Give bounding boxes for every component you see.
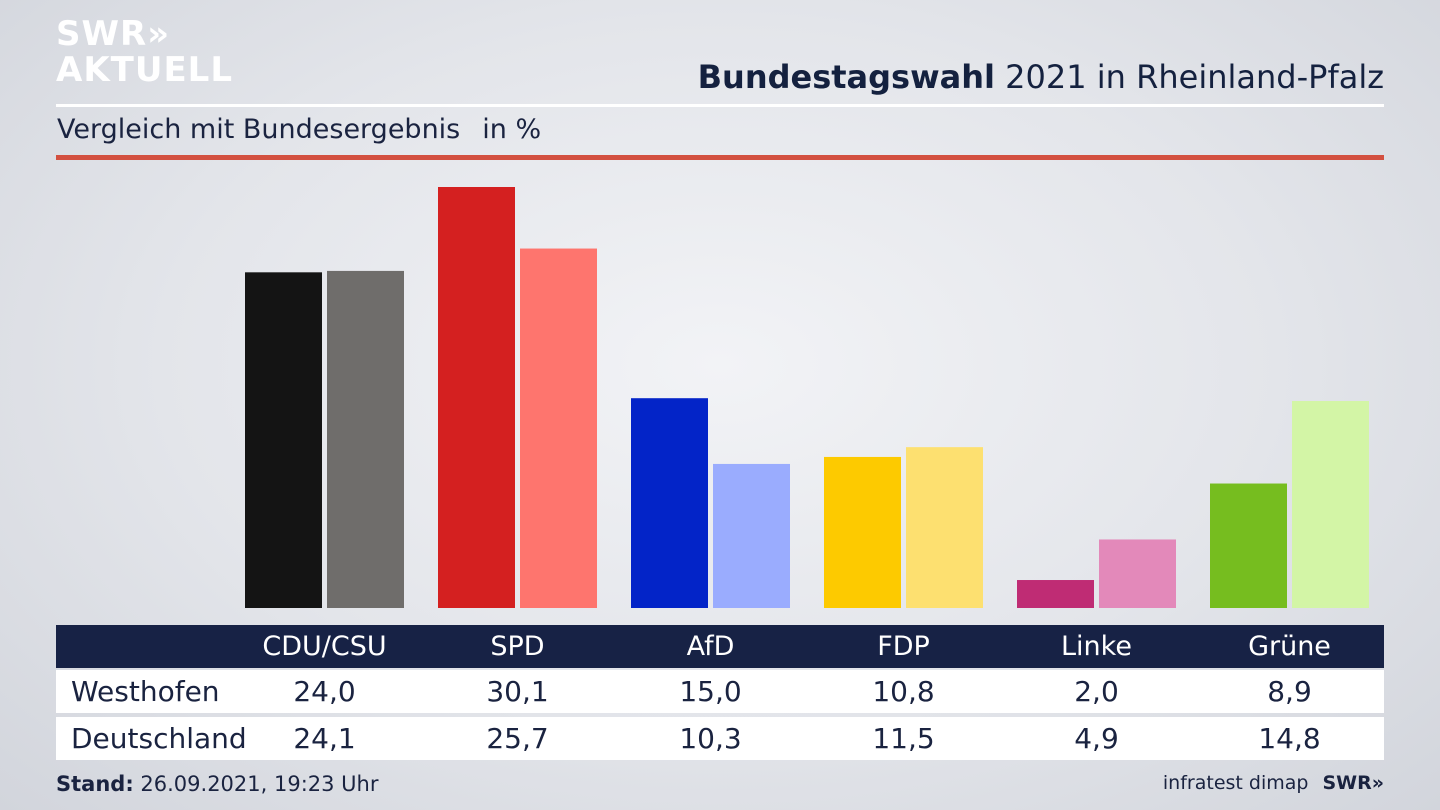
unit-label: in % — [482, 114, 542, 145]
bar-cdu-csu-westhofen — [245, 272, 322, 608]
table-row-deutschland: Deutschland 24,1 25,7 10,3 11,5 4,9 14,8 — [56, 717, 1384, 760]
bar-gr-ne-deutschland — [1292, 400, 1369, 608]
source-credit: infratest dimap SWR» — [1163, 772, 1384, 794]
chart-subtitle: Vergleich mit Bundesergebnis in % — [57, 114, 541, 145]
subtitle-divider — [56, 155, 1384, 160]
column-header-cdu-csu: CDU/CSU — [262, 631, 387, 662]
table-header-row: CDU/CSU SPD AfD FDP Linke Grüne — [56, 625, 1384, 668]
column-header-linke: Linke — [1061, 631, 1132, 662]
title-bold: Bundestagswahl — [697, 58, 995, 96]
row-label: Deutschland — [71, 722, 247, 755]
bar-afd-deutschland — [713, 463, 790, 608]
table-cell: 25,7 — [486, 722, 549, 755]
table-cell: 24,1 — [293, 722, 356, 755]
column-header-fdp: FDP — [877, 631, 930, 662]
bar-fdp-westhofen — [824, 456, 901, 608]
bar-linke-westhofen — [1017, 580, 1094, 608]
table-cell: 4,9 — [1074, 722, 1119, 755]
table-cell: 8,9 — [1267, 675, 1312, 708]
swr-brand-logo: SWR» — [1322, 772, 1384, 794]
table-cell: 10,3 — [679, 722, 742, 755]
timestamp: Stand: 26.09.2021, 19:23 Uhr — [56, 772, 379, 796]
table-cell: 2,0 — [1074, 675, 1119, 708]
chart-title: Bundestagswahl 2021 in Rheinland-Pfalz — [698, 58, 1384, 96]
swr-aktuell-logo: SWR» AKTUELL — [56, 16, 233, 88]
bar-fdp-deutschland — [906, 447, 983, 608]
bar-chart — [245, 187, 1369, 608]
bar-spd-deutschland — [520, 248, 597, 608]
bar-afd-westhofen — [631, 398, 708, 608]
column-header-gr-ne: Grüne — [1248, 631, 1331, 662]
bar-cdu-csu-deutschland — [327, 270, 404, 608]
table-cell: 30,1 — [486, 675, 549, 708]
table-row-westhofen: Westhofen 24,0 30,1 15,0 10,8 2,0 8,9 — [56, 670, 1384, 713]
stand-label: Stand: — [56, 772, 134, 796]
stand-value: 26.09.2021, 19:23 Uhr — [133, 772, 379, 796]
bar-linke-deutschland — [1099, 539, 1176, 608]
bar-gr-ne-westhofen — [1210, 483, 1287, 608]
table-cell: 10,8 — [872, 675, 935, 708]
table-cell: 24,0 — [293, 675, 356, 708]
column-header-afd: AfD — [686, 631, 735, 662]
subtitle-text: Vergleich mit Bundesergebnis — [57, 114, 461, 145]
source-label: infratest dimap — [1162, 772, 1309, 794]
logo-line-1: SWR» — [56, 14, 171, 54]
logo-line-2: AKTUELL — [56, 50, 234, 90]
bar-spd-westhofen — [438, 187, 515, 608]
title-rest: 2021 in Rheinland-Pfalz — [995, 58, 1384, 96]
results-table: CDU/CSU SPD AfD FDP Linke Grüne Westhofen 24,… — [56, 625, 1384, 760]
title-divider — [56, 104, 1384, 107]
row-label: Westhofen — [71, 675, 220, 708]
table-cell: 15,0 — [679, 675, 742, 708]
table-cell: 11,5 — [872, 722, 935, 755]
table-cell: 14,8 — [1258, 722, 1321, 755]
column-header-spd: SPD — [490, 631, 545, 662]
